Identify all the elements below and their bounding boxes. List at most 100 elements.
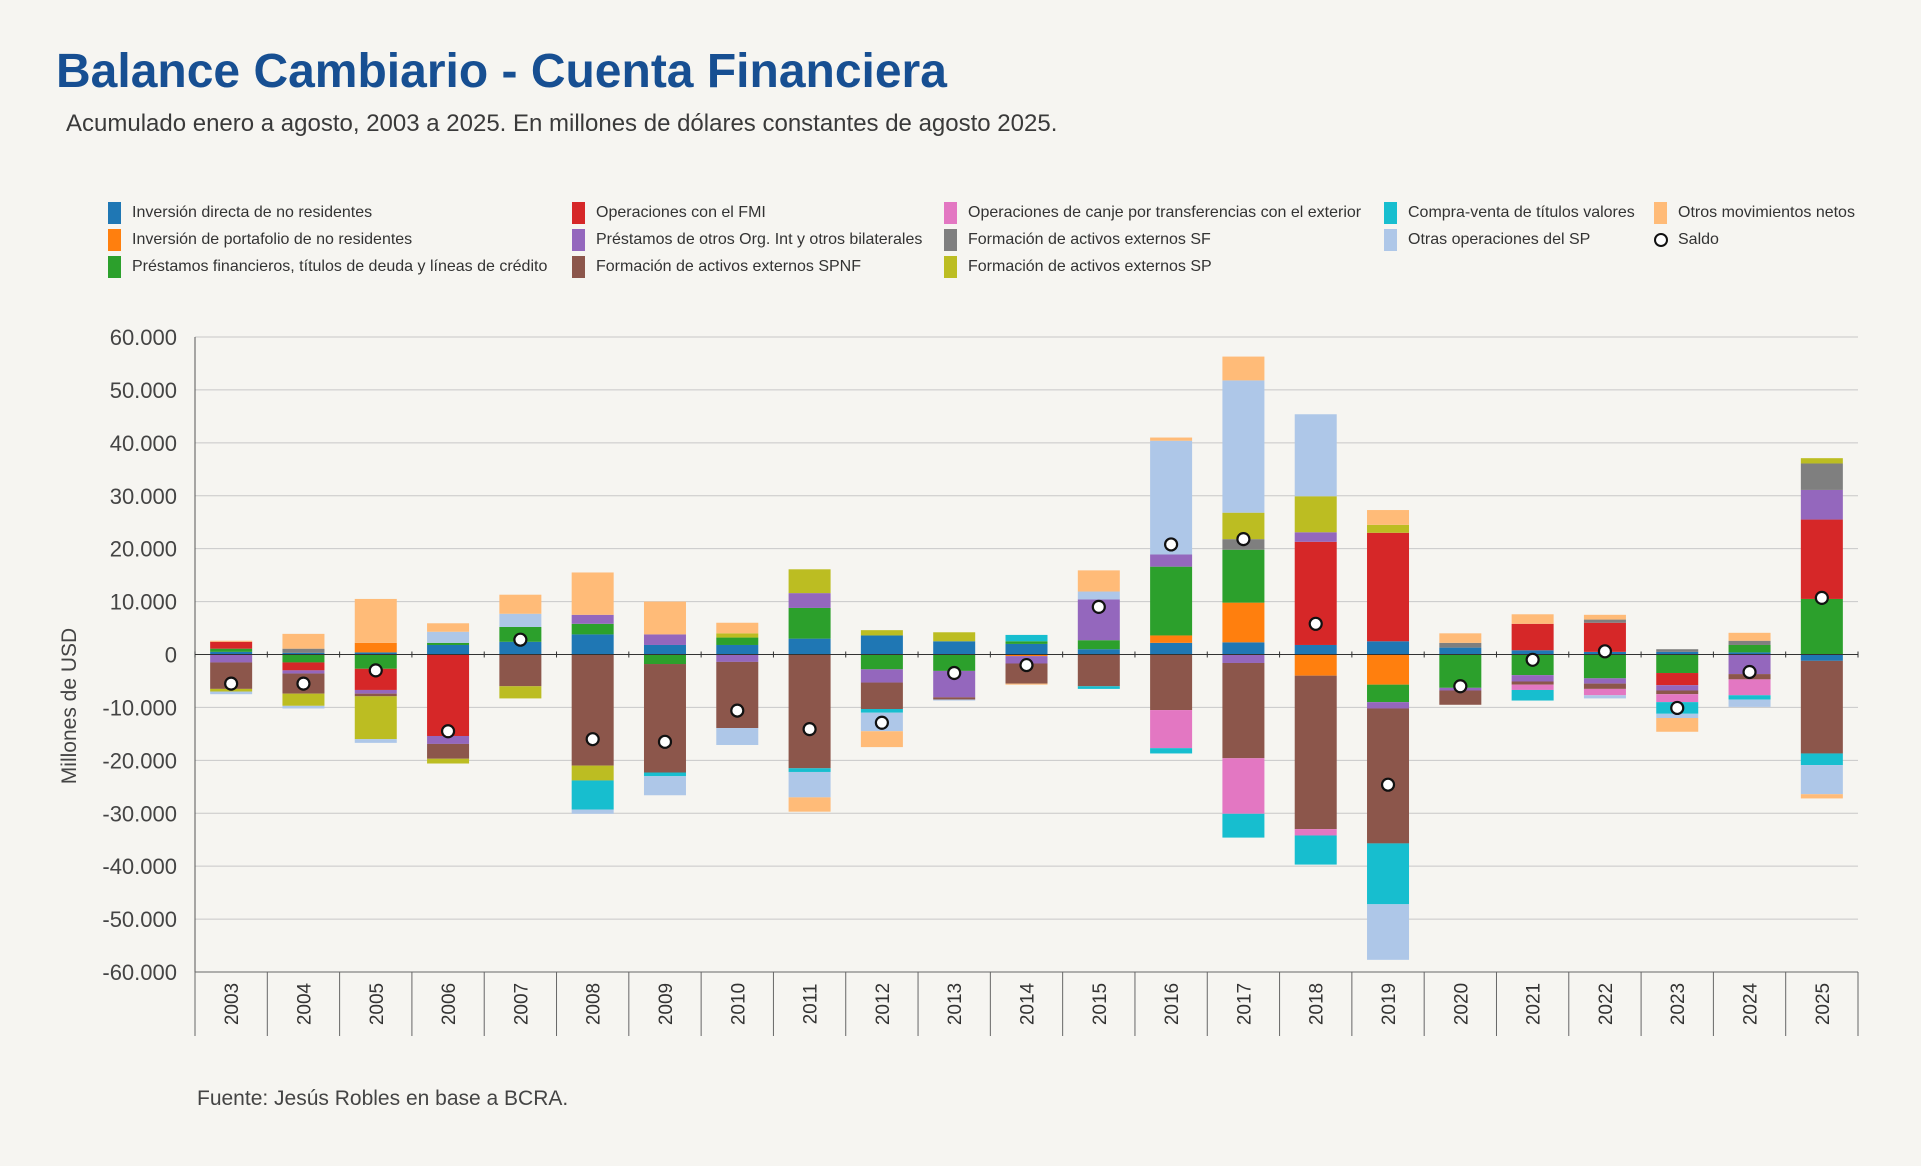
bar-segment bbox=[1150, 710, 1193, 749]
bar-segment bbox=[643, 776, 686, 796]
bar-segment bbox=[1656, 718, 1699, 732]
bar-segment bbox=[1439, 690, 1482, 705]
bar-segment bbox=[1728, 699, 1771, 707]
bar-segment bbox=[860, 630, 903, 636]
bar-segment bbox=[1800, 489, 1843, 520]
x-tick-label: 2012 bbox=[873, 983, 894, 1025]
axes: 60.000 50.000 40.000 30.000 20.000 10.000 0 -10… bbox=[102, 325, 1859, 1036]
bar-segment bbox=[860, 669, 903, 683]
bar-segment bbox=[1728, 632, 1771, 641]
bar-segment bbox=[1222, 813, 1265, 838]
bar-segment bbox=[282, 662, 325, 671]
legend-item: Préstamos financieros, títulos de deuda … bbox=[108, 254, 547, 280]
bar-segment bbox=[282, 633, 325, 649]
bar-segment bbox=[1511, 650, 1554, 655]
bar-segment bbox=[788, 771, 831, 798]
bar-segment bbox=[1656, 673, 1699, 686]
bar-segment bbox=[1222, 642, 1265, 655]
bar-segment bbox=[1367, 684, 1410, 703]
y-tick-label: -30.000 bbox=[102, 801, 177, 826]
bar-segment bbox=[860, 635, 903, 655]
legend-swatch bbox=[944, 256, 957, 278]
saldo-marker bbox=[368, 663, 383, 678]
bar-segment bbox=[1367, 702, 1410, 709]
bar-segment bbox=[1294, 829, 1337, 836]
saldo-marker bbox=[296, 676, 311, 691]
bar-segment bbox=[210, 648, 253, 652]
bar-segment bbox=[1294, 496, 1337, 533]
x-tick-label: 2020 bbox=[1451, 983, 1472, 1025]
x-tick-label: 2007 bbox=[511, 983, 532, 1025]
y-tick-label: 10.000 bbox=[110, 590, 177, 615]
bar-segment bbox=[643, 654, 686, 665]
saldo-marker bbox=[1236, 532, 1251, 547]
legend-swatch bbox=[1384, 229, 1397, 251]
legend-label: Compra-venta de títulos valores bbox=[1408, 204, 1635, 221]
bar-segment bbox=[1511, 675, 1554, 682]
saldo-marker bbox=[585, 732, 600, 747]
bar-segment bbox=[1800, 753, 1843, 766]
saldo-marker bbox=[1597, 644, 1613, 659]
bar-segment bbox=[716, 661, 759, 729]
bar-segment bbox=[1367, 524, 1410, 533]
legend-swatch bbox=[108, 256, 121, 278]
bar-segment bbox=[1367, 641, 1410, 655]
saldo-marker bbox=[440, 724, 456, 739]
bar-segment bbox=[933, 632, 976, 642]
bar-segment bbox=[1800, 458, 1843, 464]
bar-segment bbox=[1222, 602, 1265, 643]
bar-segment bbox=[427, 654, 470, 736]
bar-segment bbox=[282, 693, 325, 706]
legend-swatch bbox=[572, 202, 585, 224]
bar-segment bbox=[1511, 689, 1554, 701]
saldo-marker bbox=[1453, 679, 1468, 694]
x-tick-label: 2004 bbox=[294, 982, 315, 1025]
bar-segment bbox=[282, 648, 325, 653]
bar-segment bbox=[571, 780, 614, 810]
bar-segment bbox=[716, 728, 759, 745]
legend: Inversión directa de no residentes Inver… bbox=[108, 200, 1920, 290]
bar-segment bbox=[427, 631, 470, 643]
bar-segment bbox=[499, 613, 542, 627]
bar-segment bbox=[933, 654, 976, 671]
bar-segment bbox=[1367, 843, 1410, 905]
stacked-bar-chart: 60.000 50.000 40.000 30.000 20.000 10.000 0 -10… bbox=[58, 325, 1859, 1036]
bar-segment bbox=[1439, 642, 1482, 648]
bar-segment bbox=[1728, 695, 1771, 700]
bar-segment bbox=[571, 809, 614, 814]
bar-segment bbox=[427, 644, 470, 655]
x-tick-label: 2023 bbox=[1668, 983, 1689, 1025]
legend-label: Préstamos de otros Org. Int y otros bila… bbox=[596, 231, 923, 248]
legend-swatch bbox=[1654, 202, 1667, 224]
saldo-marker bbox=[657, 734, 673, 749]
bar-segment bbox=[1800, 765, 1843, 795]
bar-segment bbox=[1583, 614, 1626, 620]
legend-label: Otros movimientos netos bbox=[1678, 204, 1855, 221]
bar-segment bbox=[1728, 644, 1771, 653]
bar-segment bbox=[499, 654, 542, 687]
y-tick-label: -50.000 bbox=[102, 907, 177, 932]
bar-segment bbox=[1511, 684, 1554, 690]
bar-segment bbox=[1077, 570, 1120, 592]
saldo-marker bbox=[874, 715, 889, 730]
bar-segment bbox=[643, 772, 686, 777]
x-tick-label: 2022 bbox=[1596, 983, 1617, 1025]
bars bbox=[210, 356, 1843, 960]
bar-segment bbox=[716, 644, 759, 655]
legend-item: Inversión directa de no residentes bbox=[108, 200, 372, 226]
bar-segment bbox=[1367, 708, 1410, 844]
bar-segment bbox=[571, 654, 614, 766]
bar-segment bbox=[427, 623, 470, 632]
bar-segment bbox=[860, 731, 903, 748]
bar-segment bbox=[354, 654, 397, 669]
bar-segment bbox=[860, 682, 903, 710]
bar-segment bbox=[1005, 641, 1048, 644]
bar-segment bbox=[788, 607, 831, 639]
bar-segment bbox=[1583, 619, 1626, 623]
x-tick-label: 2003 bbox=[222, 983, 243, 1025]
bar-segment bbox=[1222, 654, 1265, 663]
legend-label: Inversión directa de no residentes bbox=[132, 204, 373, 221]
bar-segment bbox=[354, 689, 397, 694]
bar-segment bbox=[499, 594, 542, 614]
bar-segment bbox=[1150, 642, 1193, 655]
